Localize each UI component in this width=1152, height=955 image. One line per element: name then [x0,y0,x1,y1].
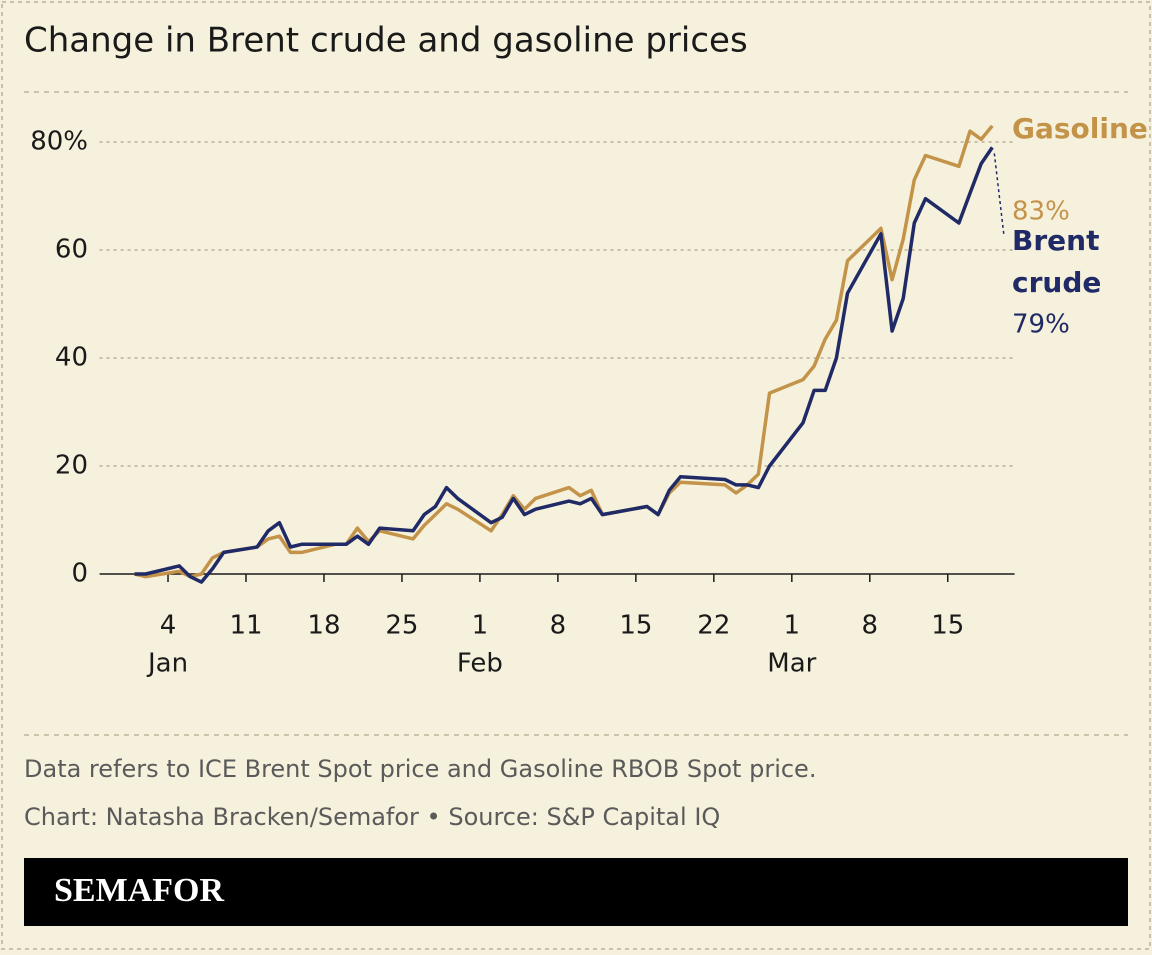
x-tick-label: 8 [862,611,879,641]
x-month-label: Jan [146,649,188,679]
x-tick-label: 11 [229,611,262,641]
y-tick-label: 20 [55,451,88,481]
brand: SEMAFOR [54,872,224,909]
brand-bar [24,858,1128,926]
x-tick-label: 8 [550,611,567,641]
x-tick-label: 4 [160,611,177,641]
legend-label: Brent crude [1012,224,1101,299]
credit: Chart: Natasha Bracken/Semafor • Source:… [24,803,720,831]
x-tick-label: 25 [385,611,418,641]
x-tick-label: 15 [931,611,964,641]
x-tick-label: 1 [472,611,489,641]
x-tick-label: 22 [697,611,730,641]
x-month-label: Feb [457,649,503,679]
x-tick-label: 1 [784,611,801,641]
x-month-label: Mar [767,649,816,679]
leader-line [993,153,1005,237]
end-value-label: 79% [1012,310,1070,340]
y-tick-label: 60 [55,235,88,265]
series-line [134,124,994,579]
y-tick-label: 0 [71,559,88,589]
series-line [134,146,994,584]
chart-title: Change in Brent crude and gasoline price… [24,21,748,61]
x-tick-label: 15 [619,611,652,641]
note: Data refers to ICE Brent Spot price and … [24,755,816,783]
y-tick-label: 80% [30,127,88,157]
end-value-label: 83% [1012,197,1070,227]
x-tick-label: 18 [307,611,340,641]
y-tick-label: 40 [55,343,88,373]
legend-label: Gasoline [1012,112,1148,145]
